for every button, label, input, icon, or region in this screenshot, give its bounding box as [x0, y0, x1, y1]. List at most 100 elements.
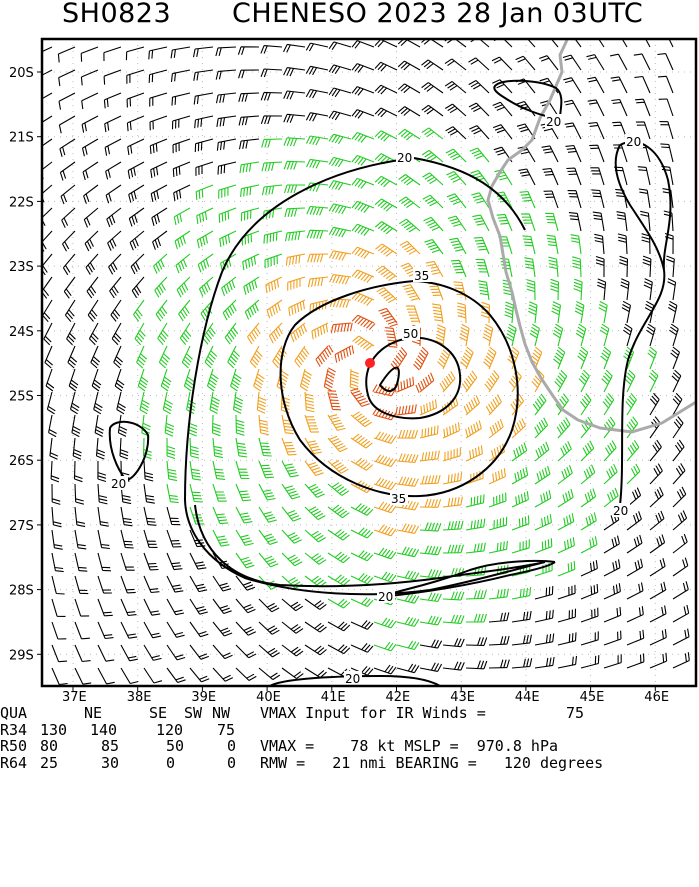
wind-barb: [621, 300, 632, 324]
barb-shape: [134, 322, 146, 346]
wind-barb: [97, 460, 107, 483]
barb-shape: [483, 346, 497, 370]
barb-shape: [588, 121, 605, 140]
wind-barb: [376, 287, 398, 304]
wind-barb: [58, 92, 76, 110]
barb-shape: [95, 437, 106, 460]
storm-id: SH0823: [62, 0, 172, 29]
barb-shape: [515, 55, 536, 71]
barb-shape: [435, 324, 446, 347]
wind-barb: [351, 63, 375, 73]
wind-barb: [206, 368, 219, 392]
barb-shape: [97, 529, 110, 550]
wind-barb: [111, 322, 122, 346]
barb-shape: [204, 345, 218, 369]
contour-label: 20: [378, 590, 393, 604]
wind-barb: [224, 322, 239, 345]
barb-shape: [189, 644, 209, 660]
table-row-r34: R34 130 140 120 75: [0, 721, 235, 739]
wind-barb: [51, 621, 67, 640]
wind-barb: [166, 529, 182, 548]
barb-shape: [580, 655, 600, 669]
wind-barb: [171, 92, 191, 106]
wind-barb: [526, 279, 536, 301]
wind-barb: [120, 552, 135, 571]
barb-shape: [219, 230, 237, 248]
wind-barb: [572, 256, 582, 278]
barb-shape: [468, 80, 490, 94]
barb-shape: [534, 538, 553, 554]
barb-shape: [591, 189, 605, 209]
barb-shape: [58, 69, 76, 87]
barb-shape: [305, 88, 329, 99]
wind-barb: [143, 552, 159, 571]
wind-barb: [283, 160, 306, 170]
wind-barb: [534, 633, 555, 646]
barb-shape: [603, 559, 621, 577]
wind-barb: [396, 570, 420, 581]
wind-barb: [264, 253, 283, 269]
wind-barb: [166, 460, 178, 482]
barb-shape: [196, 230, 214, 249]
wind-barb: [396, 640, 420, 651]
wind-barb: [589, 144, 605, 163]
wind-barb: [261, 161, 283, 172]
barb-shape: [283, 137, 306, 147]
barb-shape: [281, 621, 304, 634]
wind-barb: [174, 230, 191, 250]
wind-barb: [373, 571, 397, 583]
barb-shape: [235, 621, 257, 636]
wind-barb: [465, 518, 486, 531]
barb-shape: [153, 253, 168, 274]
barb-shape: [672, 463, 686, 485]
wind-barb: [350, 433, 373, 449]
wind-barb: [81, 138, 99, 157]
wind-barb: [516, 123, 536, 140]
wind-barb: [240, 207, 260, 222]
wind-barb: [258, 667, 281, 681]
wind-barb: [97, 506, 109, 527]
barb-shape: [281, 552, 303, 567]
barb-shape: [350, 433, 373, 449]
barb-shape: [522, 235, 536, 255]
lon-label: 44E: [515, 690, 540, 705]
barb-shape: [518, 168, 536, 186]
barb-shape: [568, 212, 582, 232]
barb-shape: [352, 335, 375, 351]
barb-shape: [572, 256, 582, 278]
barb-shape: [329, 274, 352, 285]
barb-shape: [603, 630, 622, 646]
barb-shape: [136, 345, 148, 369]
barb-shape: [396, 663, 420, 674]
barb-shape: [580, 607, 599, 623]
barb-shape: [373, 547, 397, 560]
wind-barb: [304, 391, 315, 413]
wind-barb: [469, 125, 490, 140]
wind-barb: [626, 558, 644, 577]
wind-barb: [587, 99, 605, 117]
wind-barb: [126, 92, 145, 108]
barb-shape: [260, 115, 283, 125]
barb-shape: [643, 278, 653, 301]
barb-shape: [110, 299, 122, 322]
barb-shape: [580, 464, 596, 485]
wind-barb: [649, 652, 668, 669]
barb-shape: [240, 207, 260, 222]
wind-barb: [469, 147, 490, 163]
barb-shape: [439, 371, 456, 393]
barb-shape: [327, 504, 350, 519]
wind-barb: [672, 557, 689, 577]
wind-barb: [463, 395, 481, 416]
barb-shape: [281, 598, 304, 612]
wind-barb: [134, 322, 146, 346]
barb-shape: [160, 368, 172, 392]
barb-shape: [511, 587, 532, 600]
barb-shape: [351, 314, 376, 330]
barb-shape: [240, 184, 260, 198]
wind-barb: [238, 69, 260, 79]
wind-barb: [215, 92, 237, 104]
barb-shape: [116, 391, 126, 415]
barb-shape: [206, 368, 219, 392]
wind-barb: [172, 138, 191, 154]
wind-barb: [91, 368, 102, 392]
